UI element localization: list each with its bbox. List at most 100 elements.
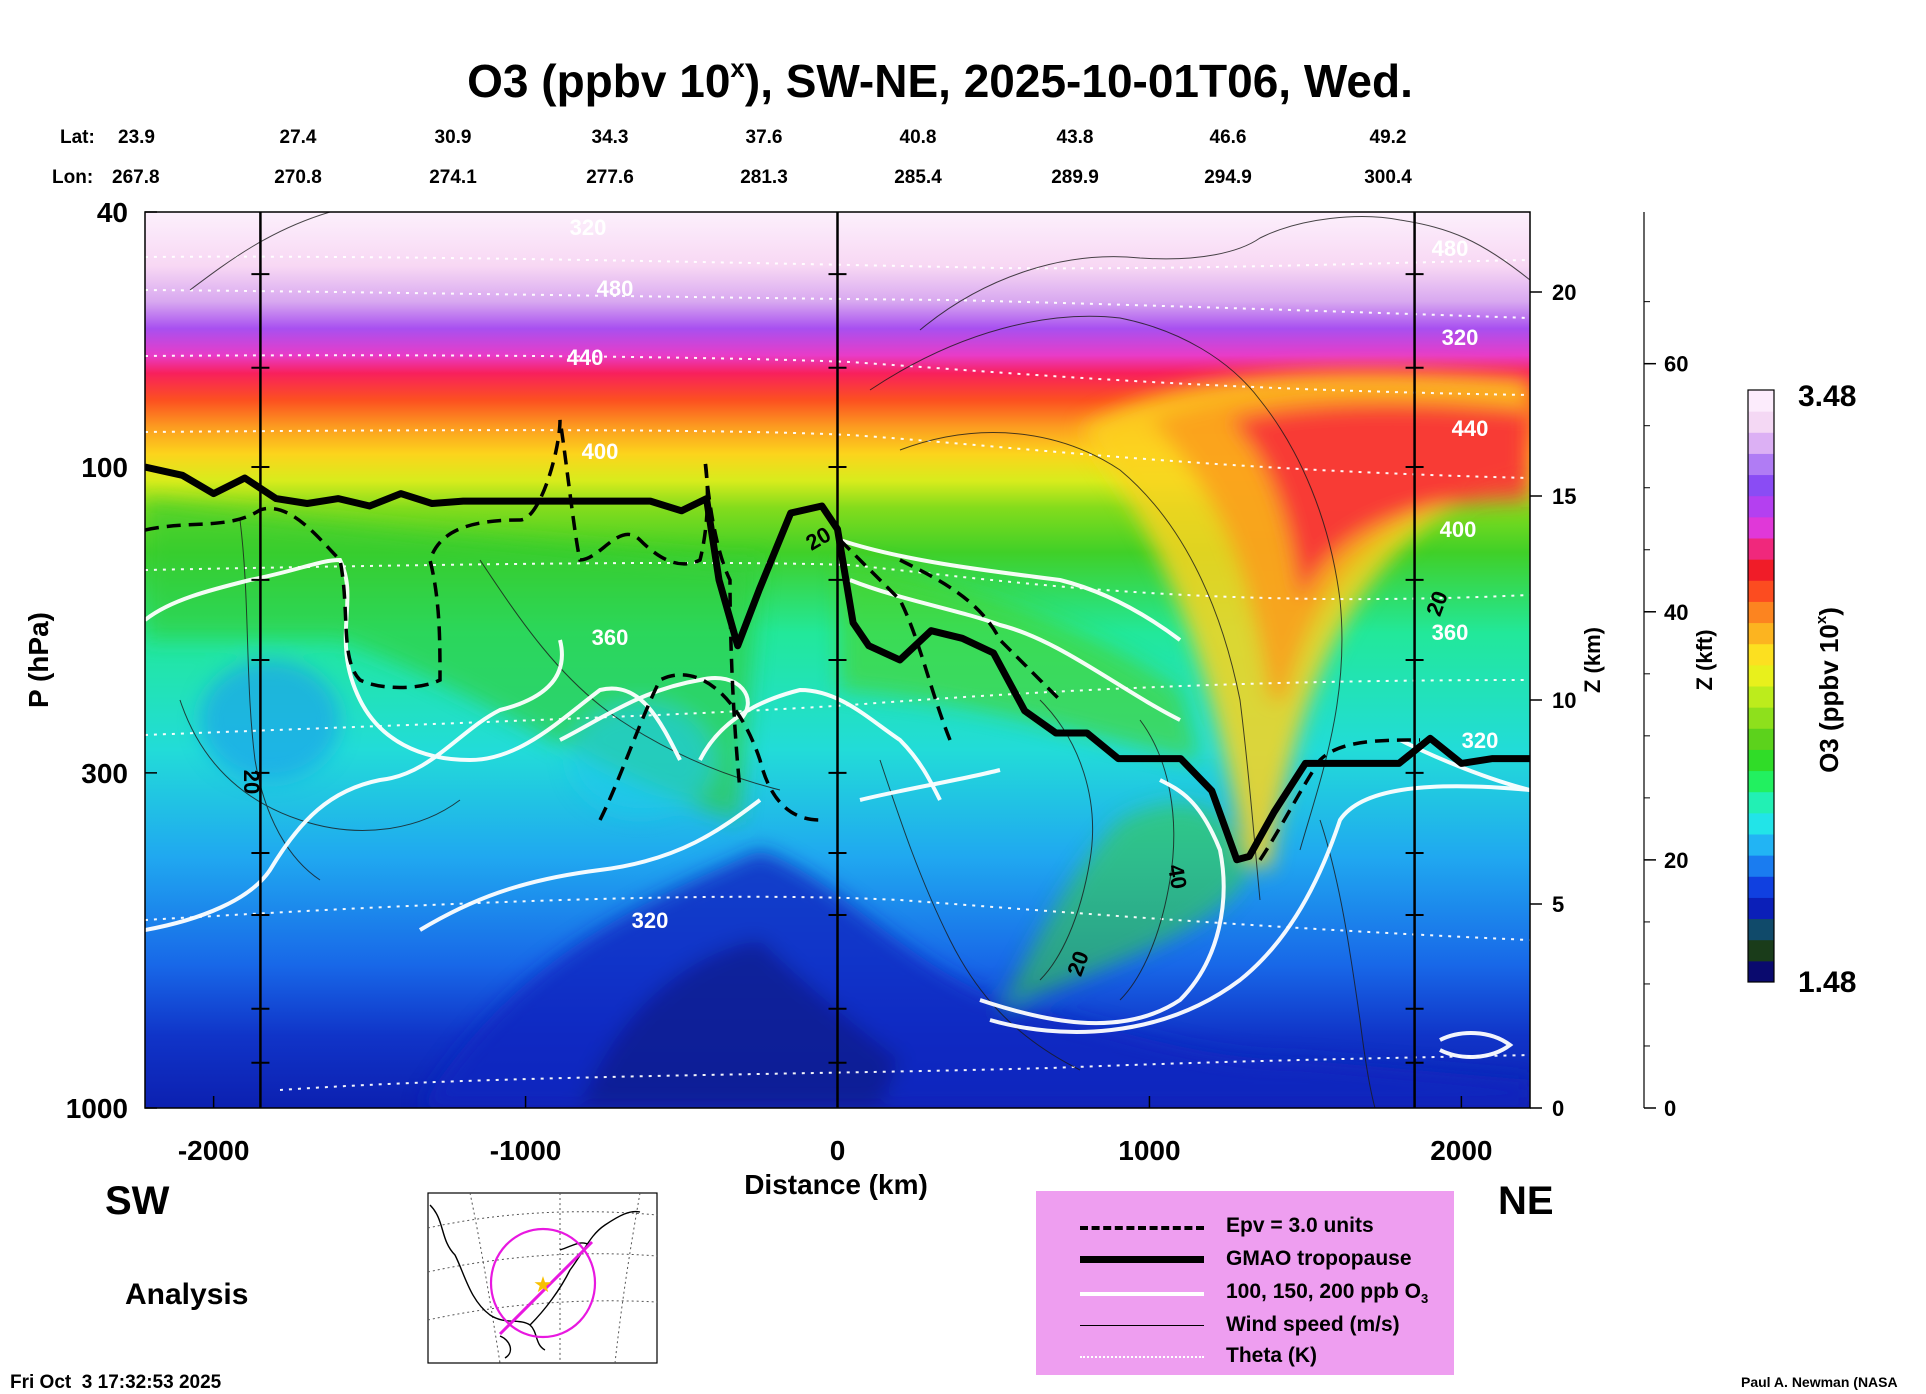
- lat-value: 27.4: [280, 127, 317, 148]
- legend-swatch-dashed: [1080, 1226, 1204, 1230]
- colorbar-swatch: [1748, 601, 1774, 624]
- colorbar-max-label: 3.48: [1798, 380, 1856, 413]
- ozone-ppb-contours: [145, 538, 1530, 1059]
- theta-label: 360: [1432, 620, 1469, 645]
- z-km-tick-label: 20: [1552, 280, 1576, 305]
- colorbar-swatch: [1748, 749, 1774, 772]
- colorbar-swatch: [1748, 622, 1774, 645]
- colorbar-swatch: [1748, 707, 1774, 729]
- colorbar-swatch: [1748, 516, 1774, 539]
- theta-label: 360: [592, 625, 629, 650]
- lon-value: 274.1: [429, 167, 477, 188]
- center-star-icon: ★: [533, 1273, 553, 1298]
- z-km-tick-label: 15: [1552, 484, 1576, 509]
- legend-label: Theta (K): [1226, 1344, 1317, 1367]
- colorbar-swatch: [1748, 897, 1774, 920]
- colorbar-min-label: 1.48: [1798, 966, 1856, 999]
- lat-value: 37.6: [746, 127, 783, 148]
- colorbar-frame: [1747, 389, 1775, 983]
- p-tick-label: 40: [97, 197, 128, 228]
- lon-value: 267.8: [112, 167, 160, 188]
- theta-label: 320: [1462, 728, 1499, 753]
- theta-label: 480: [597, 276, 634, 301]
- legend-swatch-heavy: [1080, 1256, 1204, 1263]
- legend-label: Wind speed (m/s): [1226, 1313, 1400, 1336]
- x-tick-label: 2000: [1430, 1135, 1492, 1166]
- lat-value: 49.2: [1370, 127, 1407, 148]
- colorbar-swatch: [1748, 495, 1774, 518]
- theta-label: 440: [567, 345, 604, 370]
- legend-label: GMAO tropopause: [1226, 1247, 1412, 1270]
- z-kft-tick-label: 20: [1664, 848, 1688, 873]
- z-km-axis-label: Z (km): [1580, 627, 1605, 693]
- legend-item-theta: Theta (K): [1080, 1341, 1440, 1373]
- lat-label: Lat:: [60, 127, 95, 148]
- legend-swatch-dotted: [1080, 1356, 1204, 1358]
- lon-value: 277.6: [586, 167, 634, 188]
- z-km-tick-label: 0: [1552, 1096, 1564, 1121]
- colorbar-swatch: [1748, 855, 1774, 877]
- lon-value: 300.4: [1364, 167, 1412, 188]
- lon-label: Lon:: [52, 167, 93, 188]
- z-kft-tick-label: 40: [1664, 600, 1688, 625]
- z-kft-axis-label: Z (kft): [1692, 629, 1717, 690]
- x-tick-label: 0: [830, 1135, 846, 1166]
- radius-circle: [489, 1227, 597, 1339]
- colorbar: [1748, 390, 1774, 983]
- direction-ne: NE: [1498, 1179, 1554, 1223]
- lon-value: 270.8: [274, 167, 322, 188]
- colorbar-swatch: [1748, 411, 1774, 433]
- colorbar-swatch: [1748, 559, 1774, 581]
- p-tick-label: 300: [81, 758, 128, 789]
- x-axis: -2000 -1000 0 1000 2000: [178, 1096, 1493, 1166]
- tropopause-fold-red: [1230, 403, 1530, 600]
- colorbar-swatch: [1748, 812, 1774, 835]
- z-km-axis: 0 5 10 15 20: [1530, 280, 1576, 1121]
- theta-labels: 320 320 360 360 400 400 440 440 480 480 …: [567, 215, 1499, 933]
- coordinate-row: 23.9 27.4 30.9 34.3 37.6 40.8 43.8 46.6 49.2 267.…: [112, 127, 1412, 188]
- timestamp: Fri Oct 3 17:32:53 2025: [10, 1372, 222, 1393]
- theta-label: 440: [1452, 416, 1489, 441]
- theta-label: 320: [1442, 325, 1479, 350]
- colorbar-swatch: [1748, 580, 1774, 602]
- theta-label: 320: [632, 908, 669, 933]
- colorbar-swatch: [1748, 643, 1774, 666]
- z-kft-axis: 0 20 40 60: [1643, 212, 1688, 1121]
- colorbar-swatch: [1748, 960, 1774, 983]
- lon-value: 281.3: [740, 167, 788, 188]
- chart-title: O3 (ppbv 10x), SW-NE, 2025-10-01T06, Wed…: [467, 53, 1413, 107]
- map-frame: [427, 1192, 658, 1364]
- plot-area: [145, 212, 1530, 1108]
- cross-section-track: [498, 1240, 594, 1336]
- credit: Paul A. Newman (NASA: [1741, 1374, 1898, 1390]
- colorbar-swatch: [1748, 474, 1774, 497]
- theta-label: 400: [1440, 517, 1477, 542]
- lat-value: 46.6: [1210, 127, 1247, 148]
- colorbar-swatch: [1748, 770, 1774, 793]
- lat-value: 40.8: [900, 127, 937, 148]
- colorbar-swatch: [1748, 686, 1774, 708]
- direction-sw: SW: [105, 1179, 170, 1223]
- colorbar-swatch: [1748, 918, 1774, 941]
- locator-map: ★: [427, 1192, 658, 1364]
- colorbar-swatch: [1748, 876, 1774, 898]
- lat-value: 34.3: [592, 127, 629, 148]
- x-tick-label: -1000: [490, 1135, 562, 1166]
- colorbar-swatch: [1748, 453, 1774, 476]
- legend-label: Epv = 3.0 units: [1226, 1214, 1374, 1237]
- z-kft-tick-label: 0: [1664, 1096, 1676, 1121]
- dark-blue-core: [580, 940, 900, 1108]
- colorbar-swatch: [1748, 939, 1774, 962]
- legend-label: 100, 150, 200 ppb O3: [1226, 1280, 1429, 1307]
- p-tick-label: 100: [81, 452, 128, 483]
- z-km-tick-label: 5: [1552, 892, 1564, 917]
- colorbar-swatch: [1748, 390, 1774, 412]
- p-tick-label: 1000: [66, 1093, 128, 1124]
- lon-value: 285.4: [894, 167, 942, 188]
- colorbar-swatch: [1748, 728, 1774, 750]
- lon-value: 289.9: [1051, 167, 1099, 188]
- low-ozone-pocket-center: [570, 705, 710, 815]
- legend-item-ozone-contours: 100, 150, 200 ppb O3: [1080, 1277, 1440, 1309]
- lon-value: 294.9: [1204, 167, 1252, 188]
